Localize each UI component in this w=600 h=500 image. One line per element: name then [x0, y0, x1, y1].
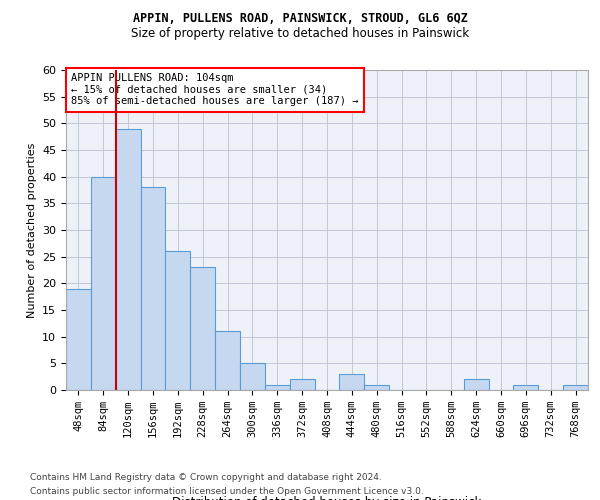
Bar [563, 384, 588, 390]
Bar [215, 332, 240, 390]
Bar [116, 128, 140, 390]
Bar [464, 380, 488, 390]
Bar [514, 384, 538, 390]
Text: Contains public sector information licensed under the Open Government Licence v3: Contains public sector information licen… [30, 488, 424, 496]
Bar [240, 364, 265, 390]
Bar [340, 374, 364, 390]
Bar [166, 252, 190, 390]
Text: APPIN PULLENS ROAD: 104sqm
← 15% of detached houses are smaller (34)
85% of semi: APPIN PULLENS ROAD: 104sqm ← 15% of deta… [71, 73, 359, 106]
X-axis label: Distribution of detached houses by size in Painswick: Distribution of detached houses by size … [172, 496, 482, 500]
Bar [140, 188, 166, 390]
Bar [91, 176, 116, 390]
Text: Contains HM Land Registry data © Crown copyright and database right 2024.: Contains HM Land Registry data © Crown c… [30, 472, 382, 482]
Text: Size of property relative to detached houses in Painswick: Size of property relative to detached ho… [131, 28, 469, 40]
Bar [290, 380, 314, 390]
Bar [265, 384, 290, 390]
Y-axis label: Number of detached properties: Number of detached properties [26, 142, 37, 318]
Bar [364, 384, 389, 390]
Text: APPIN, PULLENS ROAD, PAINSWICK, STROUD, GL6 6QZ: APPIN, PULLENS ROAD, PAINSWICK, STROUD, … [133, 12, 467, 26]
Bar [190, 268, 215, 390]
Bar [66, 288, 91, 390]
